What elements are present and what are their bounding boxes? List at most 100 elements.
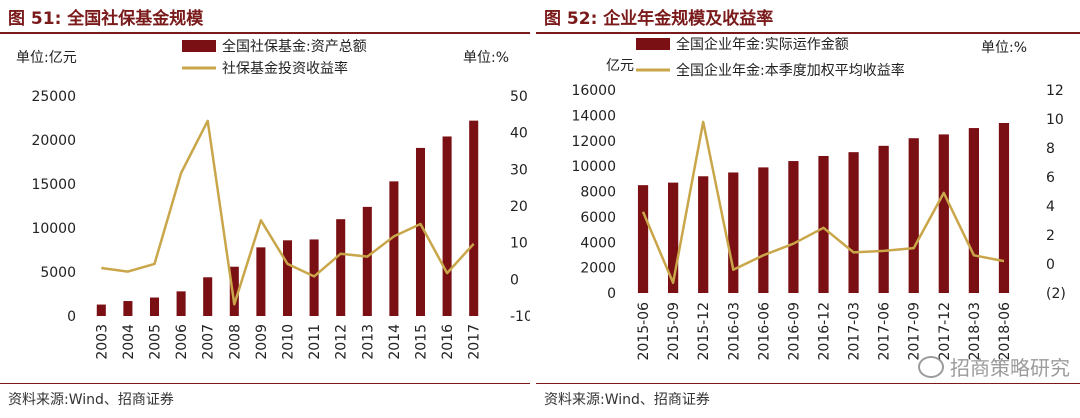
x-tick-label: 2017-12 bbox=[937, 302, 953, 361]
right-tick-label: (2) bbox=[1046, 286, 1066, 302]
right-tick-label: 2 bbox=[1046, 228, 1055, 244]
left-tick-label: 14000 bbox=[571, 108, 616, 124]
x-tick-label: 2009 bbox=[254, 324, 270, 360]
x-tick-label: 2010 bbox=[281, 324, 297, 360]
right-tick-label: 40 bbox=[510, 126, 528, 142]
x-tick-label: 2005 bbox=[148, 324, 164, 360]
bar-2003 bbox=[96, 304, 106, 316]
bar-2017-09 bbox=[908, 138, 919, 293]
right-tick-label: 0 bbox=[510, 272, 519, 288]
bar-2015-06 bbox=[637, 185, 649, 293]
right-tick-label: 12 bbox=[1046, 83, 1064, 99]
bar-2016-12 bbox=[818, 155, 829, 293]
left-tick-label: 10000 bbox=[31, 221, 76, 237]
bar-2016-09 bbox=[788, 161, 799, 293]
left-tick-label: 10000 bbox=[571, 159, 616, 175]
bar-2014 bbox=[389, 181, 399, 316]
bar-2017-06 bbox=[878, 145, 889, 293]
bar-2007 bbox=[203, 277, 213, 316]
left-tick-label: 0 bbox=[67, 309, 76, 325]
left-tick-label: 15000 bbox=[31, 177, 76, 193]
left-tick-label: 5000 bbox=[40, 265, 76, 281]
figure-title: 图 52: 企业年金规模及收益率 bbox=[544, 9, 774, 29]
x-tick-label: 2014 bbox=[387, 324, 403, 360]
figure-title: 图 51: 全国社保基金规模 bbox=[8, 9, 204, 29]
legend-label-bar: 全国企业年金:实际运作金额 bbox=[676, 36, 849, 53]
right-tick-label: 20 bbox=[510, 199, 528, 215]
x-tick-label: 2016 bbox=[440, 324, 456, 360]
bar-2018-03 bbox=[968, 128, 979, 293]
x-tick-label: 2016-06 bbox=[756, 302, 772, 361]
bar-2010 bbox=[282, 240, 293, 316]
source-divider bbox=[0, 383, 530, 384]
title-divider bbox=[536, 32, 1080, 34]
x-tick-label: 2013 bbox=[360, 324, 376, 360]
right-tick-label: 6 bbox=[1046, 170, 1055, 186]
right-tick-label: 10 bbox=[510, 236, 528, 252]
left-tick-label: 20000 bbox=[31, 133, 76, 149]
bar-2011 bbox=[309, 239, 319, 316]
source-note: 资料来源:Wind、招商证券 bbox=[544, 392, 710, 408]
bar-2015-09 bbox=[668, 182, 679, 293]
right-tick-label: 4 bbox=[1046, 199, 1055, 215]
left-axis-unit: 亿元 bbox=[606, 58, 634, 74]
x-tick-label: 2015-12 bbox=[696, 302, 712, 361]
bar-2006 bbox=[176, 291, 186, 316]
right-tick-label: 50 bbox=[510, 89, 528, 105]
wechat-icon bbox=[918, 356, 944, 378]
bar-2015 bbox=[415, 147, 426, 316]
bar-2017-12 bbox=[938, 134, 949, 293]
x-tick-label: 2004 bbox=[121, 324, 137, 360]
x-tick-label: 2017-09 bbox=[907, 302, 923, 361]
watermark-text: 招商策略研究 bbox=[950, 356, 1070, 380]
left-tick-label: 0 bbox=[607, 286, 616, 302]
x-tick-label: 2016-12 bbox=[817, 302, 833, 361]
x-tick-label: 2015 bbox=[414, 324, 430, 360]
x-tick-label: 2017 bbox=[467, 324, 483, 360]
legend-label-bar: 全国社保基金:资产总额 bbox=[222, 38, 367, 55]
right-tick-label: 10 bbox=[1046, 112, 1064, 128]
left-tick-label: 12000 bbox=[571, 134, 616, 150]
figure-52-panel: 图 52: 企业年金规模及收益率 亿元 单位:% 全国企业年金:实际运作金额全国企业… bbox=[536, 0, 1080, 418]
bar-2012 bbox=[336, 219, 346, 316]
left-tick-label: 6000 bbox=[580, 210, 616, 226]
right-tick-label: -10 bbox=[510, 309, 530, 325]
left-tick-label: 25000 bbox=[31, 89, 76, 105]
x-tick-label: 2015-09 bbox=[666, 302, 682, 361]
bar-2017-03 bbox=[848, 152, 859, 293]
wechat-watermark: 招商策略研究 bbox=[918, 352, 1070, 381]
x-tick-label: 2018-03 bbox=[967, 302, 983, 361]
bar-2017 bbox=[469, 120, 479, 316]
x-tick-label: 2017-03 bbox=[847, 302, 863, 361]
bar-2016-03 bbox=[728, 172, 739, 293]
x-tick-label: 2016-09 bbox=[786, 302, 802, 361]
left-tick-label: 8000 bbox=[580, 185, 616, 201]
bar-2016-06 bbox=[758, 167, 769, 293]
bar-2004 bbox=[123, 301, 133, 316]
legend-swatch-bar bbox=[182, 40, 216, 52]
legend-label-line: 全国企业年金:本季度加权平均收益率 bbox=[676, 62, 905, 79]
x-tick-label: 2012 bbox=[334, 324, 350, 360]
right-tick-label: 8 bbox=[1046, 141, 1055, 157]
legend-label-line: 社保基金投资收益率 bbox=[222, 60, 348, 77]
x-tick-label: 2015-06 bbox=[636, 302, 652, 361]
right-tick-label: 30 bbox=[510, 162, 528, 178]
title-divider bbox=[0, 32, 530, 34]
x-tick-label: 2016-03 bbox=[726, 302, 742, 361]
bar-2009 bbox=[256, 247, 266, 316]
right-axis-unit: 单位:% bbox=[463, 50, 509, 66]
bar-2005 bbox=[149, 297, 160, 316]
source-note: 资料来源:Wind、招商证券 bbox=[8, 392, 174, 408]
x-tick-label: 2008 bbox=[227, 324, 243, 360]
x-tick-label: 2003 bbox=[94, 324, 110, 360]
right-axis-unit: 单位:% bbox=[981, 40, 1027, 56]
right-tick-label: 0 bbox=[1046, 257, 1055, 273]
left-tick-label: 2000 bbox=[580, 261, 616, 277]
x-tick-label: 2007 bbox=[201, 324, 217, 360]
x-tick-label: 2018-06 bbox=[997, 302, 1013, 361]
left-tick-label: 16000 bbox=[571, 83, 616, 99]
legend-swatch-bar bbox=[636, 38, 670, 50]
left-tick-label: 4000 bbox=[580, 235, 616, 251]
